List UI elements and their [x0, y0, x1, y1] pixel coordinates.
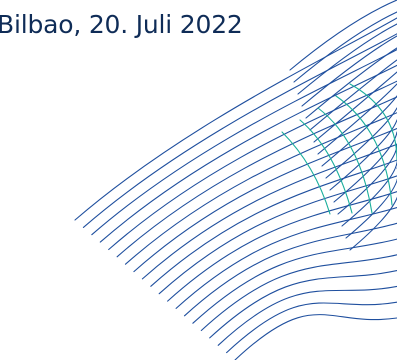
sweep-curve-line: [234, 314, 397, 360]
sweep-curve-line: [226, 301, 397, 354]
sweep-curve-line: [74, 17, 397, 221]
sweep-curve-line: [175, 206, 397, 309]
dateline: Bilbao, 20. Juli 2022: [0, 10, 243, 39]
sweep-curve-line: [91, 49, 397, 236]
diagonal-line: [301, 35, 397, 107]
diagonal-line: [297, 23, 397, 95]
diagonal-line: [349, 179, 397, 251]
diagonal-line: [317, 83, 397, 155]
sweep-curve-line: [124, 112, 397, 265]
sweep-curve-line: [116, 96, 397, 258]
diagonal-line: [305, 47, 397, 119]
sweep-curve-line: [200, 254, 397, 332]
sweep-curve-line: [183, 222, 397, 317]
teal-curve-line: [299, 119, 353, 214]
sweep-curve-line: [99, 64, 397, 243]
diagonal-line: [309, 59, 397, 131]
sweep-curve-line: [209, 270, 397, 339]
diagonal-line: [293, 11, 397, 83]
sweep-curve-line: [133, 127, 397, 273]
diagonal-line: [313, 71, 397, 143]
teal-curve-line: [335, 95, 393, 206]
sweep-curve-line: [217, 285, 397, 346]
diagonal-line: [289, 0, 397, 71]
teal-curves: [281, 83, 397, 215]
diagonal-line: [325, 107, 397, 179]
sweep-curve-line: [192, 238, 397, 324]
diagonal-line: [333, 131, 397, 203]
teal-curve-line: [281, 131, 331, 215]
diagonal-line: [345, 167, 397, 239]
diagonal-lines: [289, 0, 397, 251]
teal-curve-line: [317, 107, 373, 214]
diagonal-line: [321, 95, 397, 167]
sweep-curve-line: [108, 80, 397, 251]
diagonal-line: [341, 155, 397, 227]
sweep-curve-line: [167, 191, 397, 302]
teal-curve-line: [349, 83, 397, 161]
sweep-curve-line: [82, 33, 397, 228]
